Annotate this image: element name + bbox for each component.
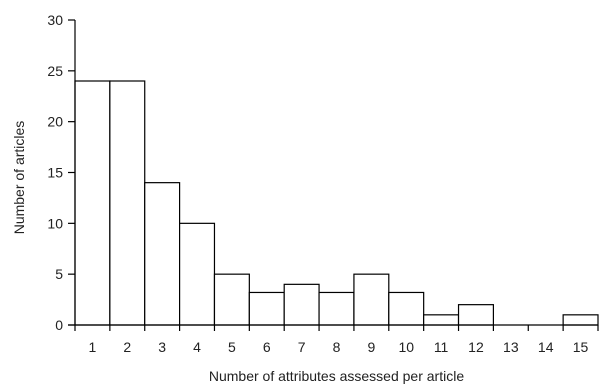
x-tick-label-3: 3 bbox=[158, 339, 166, 355]
x-tick-label-15: 15 bbox=[573, 339, 589, 355]
bar-8 bbox=[318, 291, 355, 326]
bar-5 bbox=[213, 273, 250, 326]
y-axis-title: Number of articles bbox=[11, 121, 27, 235]
x-tick-label-9: 9 bbox=[367, 339, 375, 355]
x-tick-label-7: 7 bbox=[298, 339, 306, 355]
x-tick-label-10: 10 bbox=[398, 339, 414, 355]
x-tick-label-6: 6 bbox=[263, 339, 271, 355]
bar-9 bbox=[353, 273, 390, 326]
x-tick-label-11: 11 bbox=[434, 339, 449, 355]
x-axis-ticks: 1 2 3 4 5 6 7 8 9 10 11 12 13 14 15 bbox=[74, 325, 599, 355]
y-tick-label: 5 bbox=[55, 266, 63, 282]
x-tick-label-13: 13 bbox=[503, 339, 519, 355]
x-axis-title: Number of attributes assessed per articl… bbox=[209, 368, 464, 384]
y-tick-label: 20 bbox=[47, 114, 63, 130]
bar-2 bbox=[109, 80, 146, 326]
x-tick-label-12: 12 bbox=[468, 339, 484, 355]
y-tick-label: 15 bbox=[47, 165, 63, 181]
y-tick-label: 25 bbox=[47, 63, 63, 79]
bar-7 bbox=[283, 283, 320, 326]
bar-12 bbox=[457, 304, 494, 326]
bar-1 bbox=[74, 80, 111, 326]
y-tick-label: 0 bbox=[55, 317, 63, 333]
y-tick-label: 30 bbox=[47, 12, 63, 28]
bar-15 bbox=[562, 314, 599, 326]
x-tick-label-1: 1 bbox=[89, 339, 97, 355]
x-tick-label-8: 8 bbox=[333, 339, 341, 355]
x-tick-label-4: 4 bbox=[193, 339, 201, 355]
bar-10 bbox=[388, 291, 425, 326]
x-tick-label-5: 5 bbox=[228, 339, 236, 355]
bar-4 bbox=[179, 222, 216, 326]
bar-11 bbox=[423, 314, 460, 326]
bars-group bbox=[74, 80, 599, 326]
x-tick-label-14: 14 bbox=[538, 339, 554, 355]
bar-3 bbox=[144, 182, 181, 326]
y-axis-ticks: 0 5 10 15 20 25 30 bbox=[47, 12, 75, 333]
x-tick-label-2: 2 bbox=[123, 339, 131, 355]
bar-6 bbox=[248, 291, 285, 326]
y-tick-label: 10 bbox=[47, 215, 63, 231]
